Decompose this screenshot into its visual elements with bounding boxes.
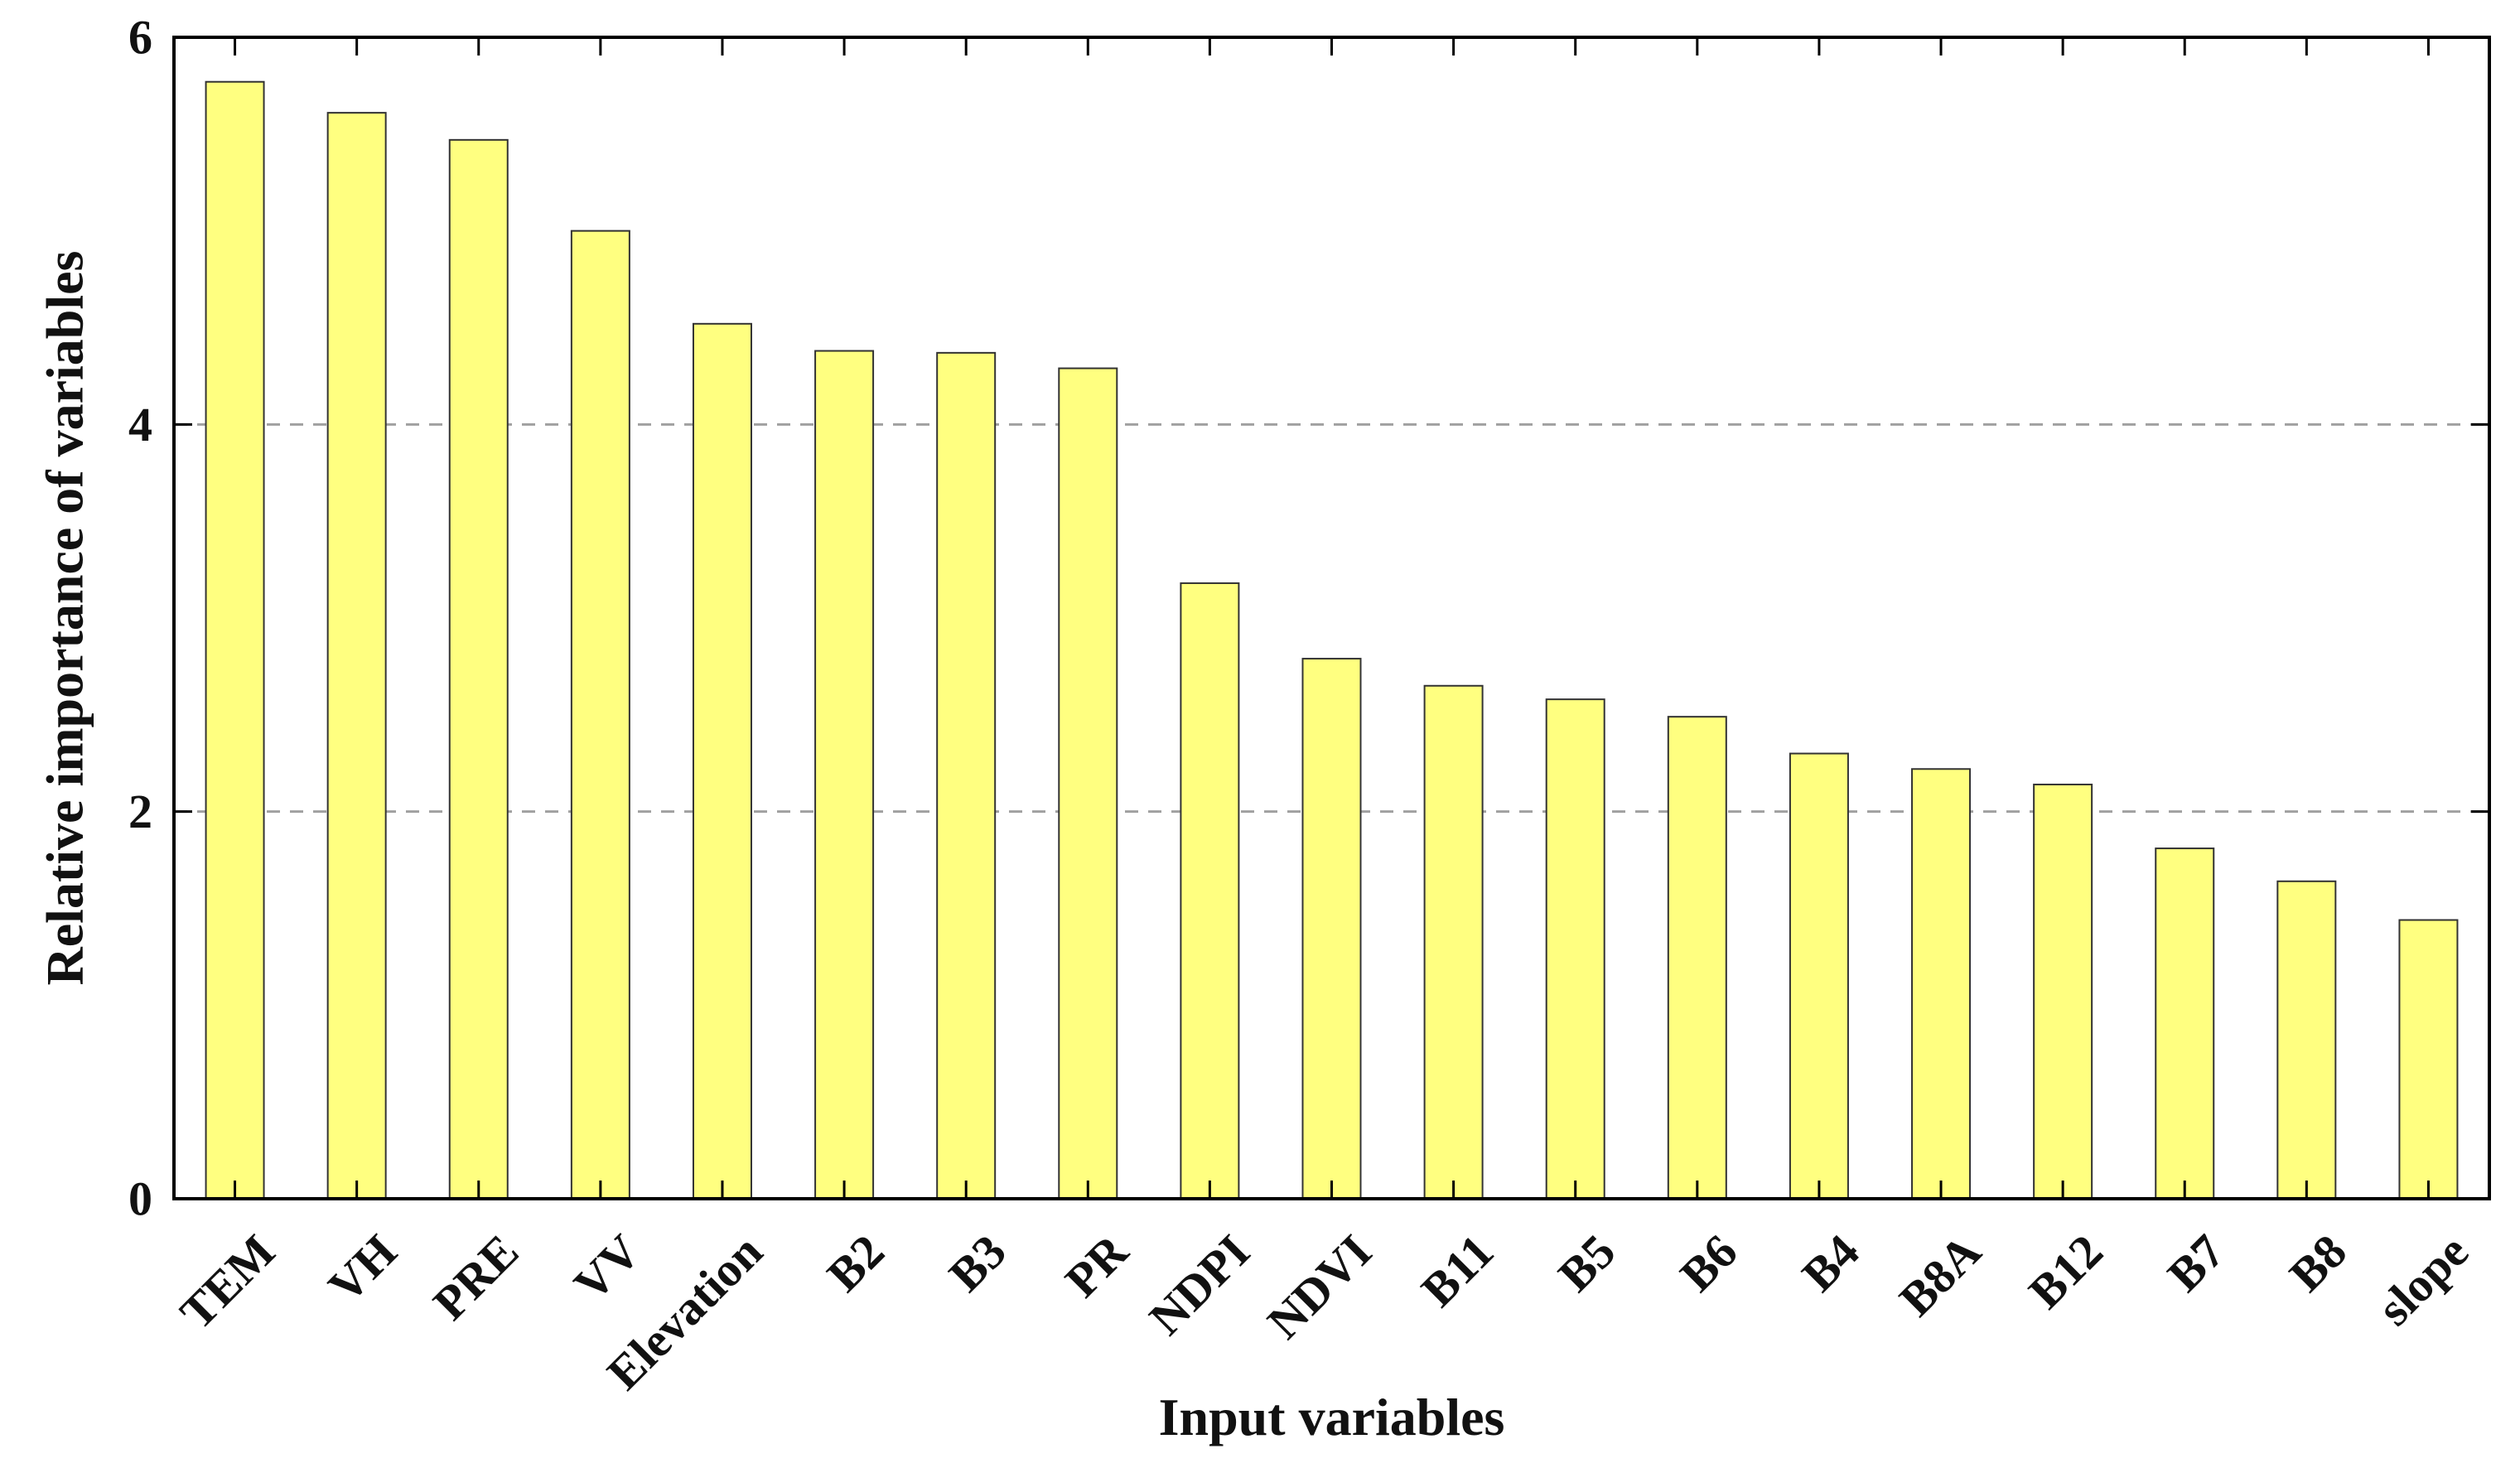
bar-pre bbox=[448, 138, 509, 1200]
bar-ndpi bbox=[1180, 582, 1240, 1200]
y-tick-label: 0 bbox=[128, 1172, 152, 1226]
ticks bbox=[174, 36, 2489, 1200]
bar-b12 bbox=[2033, 783, 2093, 1200]
bar-b11 bbox=[1423, 684, 1484, 1200]
y-axis-title: Relative importance of variables bbox=[36, 251, 94, 986]
bar-b5 bbox=[1545, 698, 1605, 1200]
y-tick-label: 6 bbox=[128, 11, 152, 65]
bar-b8 bbox=[2276, 880, 2337, 1200]
bar-b7 bbox=[2155, 847, 2215, 1200]
bar-b6 bbox=[1667, 716, 1727, 1200]
bar-vh bbox=[326, 112, 387, 1200]
bar-b4 bbox=[1789, 752, 1849, 1200]
grid-lines bbox=[174, 423, 2489, 814]
y-tick-labels: 0 2 4 6 bbox=[128, 11, 152, 1226]
bar-pr bbox=[1058, 367, 1118, 1200]
bar-b8a bbox=[1911, 768, 1972, 1200]
bar-ndvi bbox=[1301, 658, 1362, 1200]
y-tick-label: 2 bbox=[128, 785, 152, 838]
bar-slope bbox=[2398, 919, 2459, 1200]
bar-elevation bbox=[692, 322, 752, 1200]
y-tick-label: 4 bbox=[128, 398, 152, 452]
x-axis-title: Input variables bbox=[1159, 1388, 1505, 1446]
bar-vv bbox=[570, 229, 630, 1200]
bar-b2 bbox=[814, 350, 875, 1200]
bar-b3 bbox=[936, 351, 997, 1200]
bar-tem bbox=[205, 80, 265, 1200]
bars bbox=[205, 80, 2459, 1200]
